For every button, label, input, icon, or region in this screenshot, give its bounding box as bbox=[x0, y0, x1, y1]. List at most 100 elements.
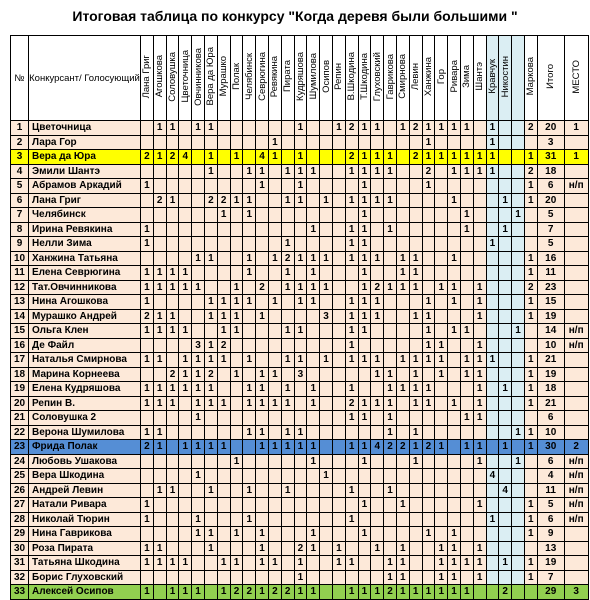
vote-cell: 1 bbox=[447, 149, 461, 165]
contestant-name: Натали Ривара bbox=[28, 497, 141, 513]
vote-cell: 4 bbox=[255, 149, 269, 165]
vote-cell bbox=[178, 482, 193, 498]
vote-cell bbox=[331, 366, 346, 382]
vote-cell bbox=[485, 453, 500, 469]
row: 1 Цветочница 1 1 1 1 1 1 2 1 1 1 2 1 1 1 1 1 2 20 1 bbox=[10, 120, 589, 136]
vote-cell bbox=[191, 236, 205, 252]
vote-cell bbox=[331, 134, 346, 150]
vote-cell bbox=[511, 352, 525, 368]
vote-cell: 1 bbox=[140, 424, 154, 440]
vote-cell: 1 bbox=[395, 584, 410, 600]
vote-cell: 1 bbox=[459, 120, 474, 136]
vote-cell bbox=[395, 149, 410, 165]
vote-cell bbox=[319, 149, 333, 165]
vote-cell: 1 bbox=[255, 308, 269, 324]
vote-cell bbox=[498, 352, 513, 368]
vote-cell bbox=[395, 236, 410, 252]
vote-cell bbox=[267, 352, 282, 368]
vote-cell bbox=[319, 294, 333, 310]
vote-cell: 1 bbox=[165, 120, 180, 136]
place bbox=[563, 207, 589, 223]
vote-cell bbox=[383, 236, 397, 252]
vote-cell: 1 bbox=[242, 207, 257, 223]
vote-cell: 1 bbox=[523, 192, 538, 208]
vote-cell bbox=[408, 221, 423, 237]
vote-cell bbox=[485, 540, 500, 556]
vote-cell bbox=[319, 410, 333, 426]
vote-cell: 1 bbox=[203, 439, 218, 455]
vote-cell: 1 bbox=[421, 337, 436, 353]
vote-cell: 1 bbox=[447, 279, 461, 295]
vote-cell: 1 bbox=[152, 352, 167, 368]
voter-header: Маркова bbox=[523, 35, 538, 121]
vote-cell: 1 bbox=[383, 410, 397, 426]
vote-cell bbox=[485, 337, 500, 353]
vote-cell: 1 bbox=[216, 439, 231, 455]
vote-cell: 1 bbox=[357, 526, 372, 542]
vote-cell bbox=[485, 584, 500, 600]
vote-cell: 1 bbox=[306, 381, 321, 397]
vote-cell bbox=[152, 207, 167, 223]
vote-cell: 1 bbox=[459, 366, 474, 382]
vote-cell bbox=[267, 410, 282, 426]
vote-cell bbox=[370, 337, 385, 353]
vote-cell: 1 bbox=[523, 526, 538, 542]
vote-cell bbox=[498, 366, 513, 382]
vote-cell bbox=[319, 265, 333, 281]
vote-cell bbox=[229, 120, 244, 136]
vote-cell bbox=[498, 569, 513, 585]
vote-cell: 1 bbox=[447, 163, 461, 179]
vote-cell: 1 bbox=[229, 555, 244, 571]
vote-cell bbox=[459, 134, 474, 150]
place bbox=[563, 381, 589, 397]
vote-cell: 1 bbox=[255, 366, 269, 382]
row: 18 Марина Корнеева 2 1 1 2 1 1 1 3 1 1 1 1 1 1 1 19 bbox=[10, 366, 589, 382]
vote-cell bbox=[511, 439, 525, 455]
vote-cell: 1 bbox=[140, 323, 154, 339]
header-name: Конкурсант/ Голосующий bbox=[28, 35, 141, 121]
row-no: 21 bbox=[10, 410, 29, 426]
vote-cell: 1 bbox=[191, 511, 205, 527]
vote-cell: 1 bbox=[331, 540, 346, 556]
vote-cell bbox=[383, 250, 397, 266]
vote-cell: 1 bbox=[306, 540, 321, 556]
vote-cell bbox=[319, 134, 333, 150]
vote-cell: 1 bbox=[152, 395, 167, 411]
vote-cell bbox=[306, 178, 321, 194]
place bbox=[563, 410, 589, 426]
vote-cell bbox=[370, 569, 385, 585]
vote-cell bbox=[306, 511, 321, 527]
vote-cell: 1 bbox=[357, 178, 372, 194]
vote-cell: 1 bbox=[191, 584, 205, 600]
vote-cell bbox=[293, 497, 308, 513]
vote-cell: 1 bbox=[165, 584, 180, 600]
vote-cell bbox=[395, 134, 410, 150]
vote-cell bbox=[165, 424, 180, 440]
vote-cell bbox=[140, 163, 154, 179]
vote-cell: 1 bbox=[357, 395, 372, 411]
vote-cell bbox=[383, 308, 397, 324]
vote-cell bbox=[165, 511, 180, 527]
vote-cell bbox=[472, 221, 487, 237]
vote-cell bbox=[140, 207, 154, 223]
row-no: 28 bbox=[10, 511, 29, 527]
vote-cell bbox=[165, 250, 180, 266]
vote-cell bbox=[140, 134, 154, 150]
vote-cell bbox=[319, 439, 333, 455]
vote-cell: 1 bbox=[485, 163, 500, 179]
vote-cell bbox=[216, 381, 231, 397]
vote-cell bbox=[485, 308, 500, 324]
vote-cell: 1 bbox=[370, 250, 385, 266]
vote-cell bbox=[319, 207, 333, 223]
vote-cell: 1 bbox=[459, 207, 474, 223]
vote-cell: 1 bbox=[395, 352, 410, 368]
vote-cell bbox=[165, 337, 180, 353]
vote-cell bbox=[459, 250, 474, 266]
vote-cell bbox=[267, 265, 282, 281]
vote-cell: 1 bbox=[216, 395, 231, 411]
vote-cell bbox=[421, 265, 436, 281]
vote-cell bbox=[331, 352, 346, 368]
vote-cell: 1 bbox=[434, 555, 449, 571]
row: 12 Тат.Овчинникова 1 1 1 1 1 1 2 1 1 1 1 1 2 1 1 1 1 1 1 2 23 bbox=[10, 279, 589, 295]
vote-cell: 1 bbox=[152, 265, 167, 281]
